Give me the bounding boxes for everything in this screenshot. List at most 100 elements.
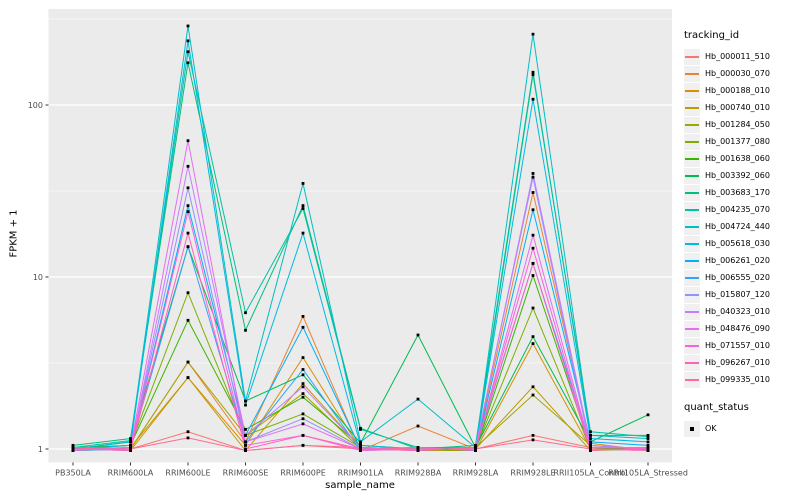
data-point [589,449,592,452]
data-point [531,32,535,36]
data-point [186,436,190,440]
data-point [531,172,535,175]
legend-key [684,82,700,99]
data-point [474,446,477,449]
data-point [186,204,190,208]
legend-key-line [685,208,699,211]
x-tick-label: RRIM928LE [510,469,555,478]
legend-key-line [685,327,699,330]
data-point [531,233,535,237]
legend-key [684,167,700,184]
data-point [301,373,305,377]
data-point [301,433,305,437]
legend-entry: Hb_000030_070 [684,65,798,82]
legend-entry: Hb_071557_010 [684,337,798,354]
data-point [531,342,535,346]
x-tick-label: PB350LA [55,469,91,478]
data-point [301,422,305,426]
data-point [646,443,650,447]
data-point [531,274,535,277]
data-point [646,413,650,417]
legend-quant-status: quant_status OK [684,402,798,437]
legend2-key [684,420,700,437]
legend-key-line [685,378,699,381]
data-point [186,318,190,322]
x-tick-label: RRII105LA_Stressed [608,469,688,478]
legend-key-line [685,106,699,109]
data-point [301,315,305,318]
data-point [359,447,362,451]
data-point [186,245,190,249]
legend-label: Hb_003683_170 [705,188,770,197]
data-point [129,449,132,452]
legend-key-line [685,242,699,245]
legend-entry: Hb_001638_060 [684,150,798,167]
data-point [359,446,362,449]
data-point [186,430,190,434]
legend-label: Hb_048476_090 [705,324,770,333]
data-point [531,246,535,250]
data-point [531,393,535,397]
data-point [474,447,477,451]
data-point [531,385,535,389]
legend-entry: Hb_000188_010 [684,82,798,99]
data-point [416,447,420,451]
legend-key [684,218,700,235]
legend-entry: Hb_015807_120 [684,286,798,303]
legend-entry: Hb_003683_170 [684,184,798,201]
legend-entry: Hb_048476_090 [684,320,798,337]
legend-label: Hb_004235_070 [705,205,770,214]
legend-key-line [685,123,699,126]
legend-key [684,201,700,218]
data-point [589,430,592,434]
legend-label: Hb_000030_070 [705,69,770,78]
x-tick-label: RRIM600LE [165,469,210,478]
legend-entry: Hb_004724_440 [684,218,798,235]
legend-label: Hb_000188_010 [705,86,770,95]
data-point [301,443,305,447]
data-point [531,191,535,194]
legend-key [684,133,700,150]
data-point [129,446,132,449]
legend-entry: Hb_004235_070 [684,201,798,218]
data-point [244,328,247,332]
data-point [646,447,650,451]
legend-label: Hb_001377_080 [705,137,770,146]
data-point [531,73,535,77]
data-point [71,443,75,447]
x-axis-title: sample_name [325,480,395,491]
legend2-entries: OK [684,420,798,437]
data-point [474,443,477,447]
data-point [186,360,190,364]
data-point [531,97,535,101]
data-point [186,61,190,65]
legend-key [684,235,700,252]
legend-entry: Hb_000011_510 [684,48,798,65]
legend-title: tracking_id [684,30,740,41]
x-tick-label: RRIM600PE [280,469,326,478]
data-point [646,440,650,444]
data-point [186,164,190,168]
legend-key [684,371,700,388]
data-point [646,435,650,439]
data-point [359,428,362,431]
y-axis-title: FPKM + 1 [8,209,20,258]
data-point [301,382,305,386]
legend-key-line [685,361,699,364]
legend-label: Hb_004724_440 [705,222,770,231]
data-point [531,208,535,212]
data-point [531,70,535,74]
data-point [129,440,132,444]
legend-key-line [685,225,699,228]
data-point [186,139,190,143]
data-point [186,210,190,214]
legend-entry: Hb_001284_050 [684,116,798,133]
data-point [244,443,247,447]
legend-entries: Hb_000011_510 Hb_000030_070 Hb_000188_010 H… [684,48,798,388]
legend-label: Hb_000740_010 [705,103,770,112]
legend-key-line [685,259,699,262]
data-point [301,204,305,208]
legend-key [684,65,700,82]
data-point [301,231,305,235]
